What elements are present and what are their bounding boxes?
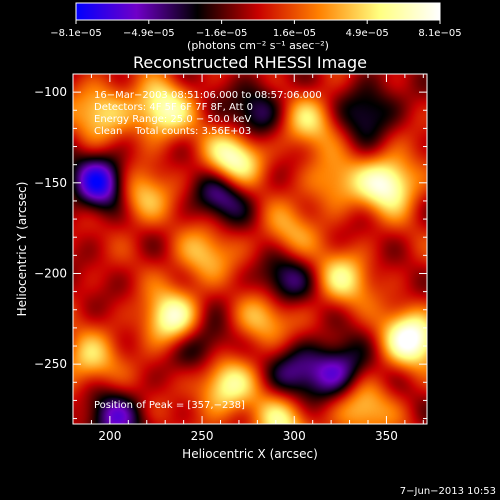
peak-position-label: Position of Peak = [357,−238] xyxy=(94,400,245,411)
annotation-counts: Clean Total counts: 3.56E+03 xyxy=(94,126,251,137)
x-tick-label: 350 xyxy=(375,429,398,443)
y-tick-label: −250 xyxy=(34,357,67,371)
colorbar-tick-label: 1.6e−05 xyxy=(273,28,316,39)
y-axis-label: Heliocentric Y (arcsec) xyxy=(15,182,29,317)
annotation-energy: Energy Range: 25.0 − 50.0 keV xyxy=(94,114,251,125)
x-tick-label: 300 xyxy=(283,429,306,443)
colorbar-tick-label: −8.1e−05 xyxy=(50,28,102,39)
y-tick-label: −150 xyxy=(34,176,67,190)
colorbar-tick-label: 8.1e−05 xyxy=(418,28,461,39)
colorbar-tick-label: 4.9e−05 xyxy=(346,28,389,39)
colorbar-unit-label: (photons cm⁻² s⁻¹ asec⁻²) xyxy=(187,39,329,52)
y-tick-label: −200 xyxy=(34,266,67,280)
annotation-block: 16−Mar−2003 08:51:06.000 to 08:57:06.000… xyxy=(94,90,322,137)
colorbar-tick-label: −1.6e−05 xyxy=(196,28,248,39)
x-tick-label: 200 xyxy=(98,429,121,443)
colorbar: −8.1e−05 −4.9e−05 −1.6e−05 1.6e−05 4.9e−05 8.… xyxy=(50,2,462,52)
colorbar-gradient xyxy=(75,2,441,21)
annotation-time: 16−Mar−2003 08:51:06.000 to 08:57:06.000 xyxy=(94,90,322,101)
colorbar-tick-label: −4.9e−05 xyxy=(123,28,175,39)
x-axis-label: Heliocentric X (arcsec) xyxy=(182,447,318,461)
y-tick-label: −100 xyxy=(34,85,67,99)
plot-frame xyxy=(72,73,428,425)
chart-title: Reconstructed RHESSI Image xyxy=(133,53,367,72)
annotation-detectors: Detectors: 4F 5F 6F 7F 8F, Att 0 xyxy=(94,102,253,113)
timestamp: 7−Jun−2013 10:53 xyxy=(400,486,496,497)
x-tick-label: 250 xyxy=(191,429,214,443)
